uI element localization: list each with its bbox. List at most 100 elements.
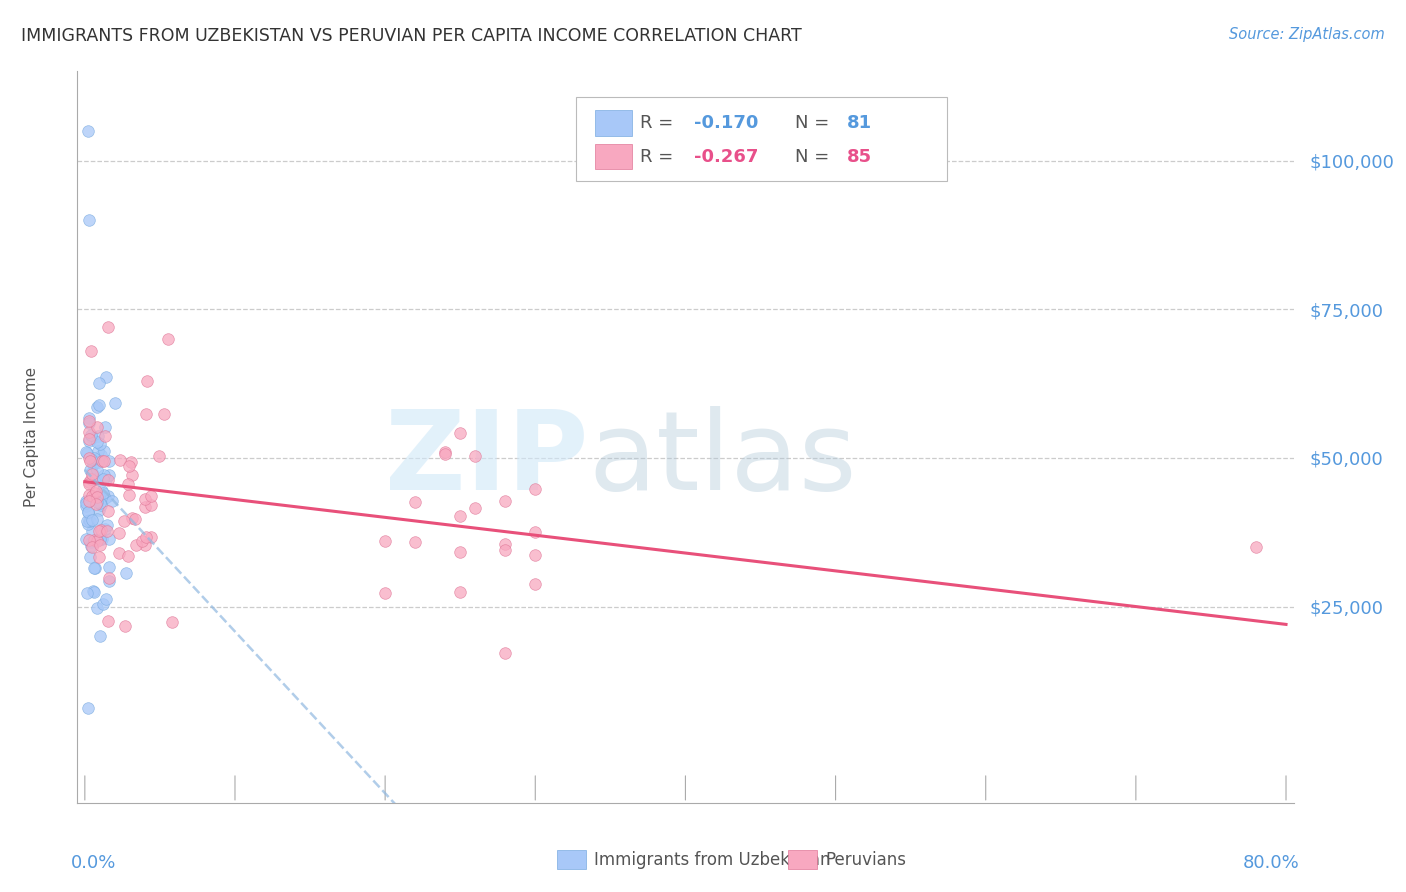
Point (80, 541, 103, 555)
Point (80, 534, 103, 549)
Point (79, 213, 101, 227)
Point (89, 538, 111, 552)
Text: R =: R = (640, 114, 679, 132)
Point (449, 509, 471, 524)
Point (77, 411, 100, 425)
Point (139, 489, 162, 503)
Point (125, 538, 148, 552)
Point (84, 498, 107, 512)
Point (79, 515, 101, 529)
FancyBboxPatch shape (595, 144, 631, 169)
Point (374, 533, 396, 548)
Point (83, 533, 105, 547)
Point (112, 514, 135, 528)
Point (93, 598, 115, 612)
Point (75, 444, 97, 458)
Point (86, 420, 108, 434)
Point (77, 505, 100, 519)
Point (79, 550, 101, 565)
Point (79, 425, 101, 439)
Point (117, 477, 139, 491)
Point (117, 549, 139, 563)
Text: Peruvians: Peruvians (825, 851, 907, 869)
Point (86, 463, 108, 477)
Point (93, 454, 115, 468)
Text: IMMIGRANTS FROM UZBEKISTAN VS PERUVIAN PER CAPITA INCOME CORRELATION CHART: IMMIGRANTS FROM UZBEKISTAN VS PERUVIAN P… (21, 27, 801, 45)
Point (93, 419, 115, 434)
Point (134, 491, 156, 506)
Point (131, 533, 153, 548)
Point (107, 526, 129, 541)
Point (101, 493, 124, 508)
Text: -0.267: -0.267 (695, 148, 758, 166)
Point (90, 532, 112, 546)
Point (87, 398, 110, 412)
Point (524, 482, 547, 496)
Point (77, 416, 100, 430)
Point (79, 451, 101, 466)
Point (134, 500, 156, 514)
Point (82, 513, 104, 527)
Point (91, 486, 114, 500)
Point (76, 516, 98, 531)
Point (152, 407, 174, 421)
Point (79, 488, 101, 502)
FancyBboxPatch shape (787, 849, 817, 870)
Point (97, 615, 120, 629)
Point (86, 534, 108, 549)
Point (79, 476, 101, 491)
Point (82, 465, 104, 479)
Point (87, 454, 110, 468)
Text: Immigrants from Uzbekistan: Immigrants from Uzbekistan (595, 851, 831, 869)
Text: ZIP: ZIP (385, 406, 588, 513)
Point (434, 447, 457, 461)
Point (135, 408, 157, 422)
Point (84, 472, 107, 486)
Point (118, 488, 141, 502)
Point (121, 467, 143, 482)
Point (141, 499, 163, 513)
Point (97, 489, 120, 503)
Point (120, 455, 142, 469)
Point (76, 124, 98, 138)
Point (434, 445, 457, 459)
Point (86, 443, 108, 458)
Text: N =: N = (794, 114, 835, 132)
Point (83, 486, 105, 500)
Point (94, 472, 117, 486)
Point (103, 395, 125, 409)
Text: 80.0%: 80.0% (1243, 854, 1299, 872)
Point (494, 494, 516, 508)
Text: -0.170: -0.170 (695, 114, 758, 132)
Point (82, 490, 104, 504)
Point (75, 494, 97, 508)
Point (118, 459, 141, 474)
Point (464, 449, 486, 463)
Point (79, 475, 101, 490)
Point (84, 484, 107, 499)
Point (89, 489, 111, 503)
Point (94, 491, 117, 506)
Point (96, 517, 118, 532)
Point (79, 434, 101, 448)
Text: 85: 85 (848, 148, 872, 166)
Point (86, 434, 108, 449)
Point (97, 504, 120, 518)
Point (83, 585, 105, 599)
FancyBboxPatch shape (557, 849, 586, 870)
Text: 81: 81 (848, 114, 872, 132)
Point (134, 538, 156, 552)
Point (79, 494, 101, 508)
Point (93, 522, 115, 536)
Point (97, 320, 120, 334)
Point (79, 432, 101, 446)
Point (79, 533, 101, 547)
Point (135, 375, 157, 389)
Point (86, 533, 108, 547)
Point (76, 700, 98, 714)
Point (139, 530, 162, 544)
Point (87, 524, 110, 538)
Point (94, 592, 117, 607)
Text: Source: ZipAtlas.com: Source: ZipAtlas.com (1229, 27, 1385, 42)
Point (98, 574, 121, 588)
